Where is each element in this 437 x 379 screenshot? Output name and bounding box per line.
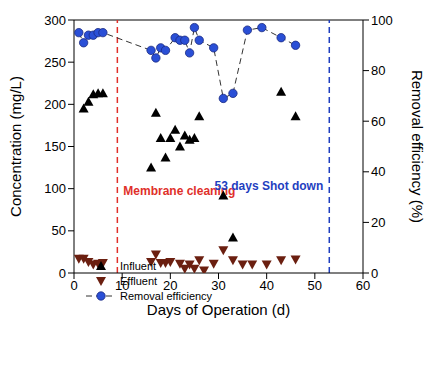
svg-text:300: 300 <box>44 13 66 28</box>
svg-text:30: 30 <box>211 278 225 293</box>
svg-text:0: 0 <box>59 266 66 281</box>
svg-text:60: 60 <box>371 114 385 129</box>
svg-text:50: 50 <box>308 278 322 293</box>
svg-text:Days of Operation (d): Days of Operation (d) <box>147 301 290 318</box>
svg-text:40: 40 <box>371 164 385 179</box>
svg-text:200: 200 <box>44 97 66 112</box>
svg-text:250: 250 <box>44 55 66 70</box>
svg-text:0: 0 <box>371 266 378 281</box>
svg-text:Removal efficiency (%): Removal efficiency (%) <box>409 70 426 223</box>
svg-text:100: 100 <box>44 181 66 196</box>
svg-text:53 days Shot down: 53 days Shot down <box>215 179 324 193</box>
svg-text:50: 50 <box>52 223 66 238</box>
svg-text:20: 20 <box>371 215 385 230</box>
svg-text:60: 60 <box>356 278 370 293</box>
svg-text:80: 80 <box>371 63 385 78</box>
svg-text:40: 40 <box>259 278 273 293</box>
svg-text:0: 0 <box>70 278 77 293</box>
svg-text:20: 20 <box>163 278 177 293</box>
svg-text:150: 150 <box>44 139 66 154</box>
svg-text:10: 10 <box>115 278 129 293</box>
svg-text:Concentration (mg/L): Concentration (mg/L) <box>8 76 24 217</box>
svg-text:100: 100 <box>371 13 393 28</box>
